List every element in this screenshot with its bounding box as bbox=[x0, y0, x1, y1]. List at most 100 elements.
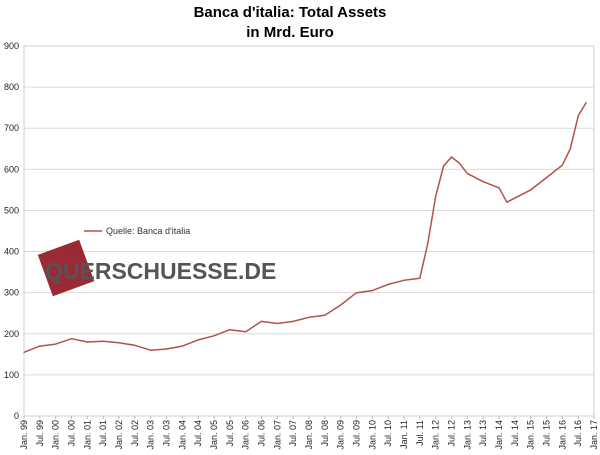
data-point bbox=[498, 187, 500, 189]
x-tick-label: Jan. 08 bbox=[304, 420, 314, 450]
x-tick-label: Jul. 08 bbox=[320, 420, 330, 447]
x-tick-label: Jan. 15 bbox=[526, 420, 536, 450]
data-point bbox=[181, 345, 183, 347]
data-point bbox=[506, 201, 508, 203]
data-point bbox=[387, 283, 389, 285]
data-point bbox=[340, 304, 342, 306]
data-point bbox=[419, 277, 421, 279]
data-point bbox=[577, 115, 579, 117]
data-point bbox=[569, 148, 571, 150]
x-tick-label: Jan. 00 bbox=[51, 420, 61, 450]
x-tick-label: Jan. 14 bbox=[494, 420, 504, 450]
data-point bbox=[427, 242, 429, 244]
x-tick-label: Jul. 16 bbox=[573, 420, 583, 447]
data-point bbox=[530, 189, 532, 191]
data-point bbox=[229, 329, 231, 331]
y-tick-label: 100 bbox=[4, 370, 19, 380]
x-tick-label: Jan. 10 bbox=[367, 420, 377, 450]
x-tick-label: Jul. 04 bbox=[193, 420, 203, 447]
x-tick-label: Jul. 07 bbox=[288, 420, 298, 447]
data-point bbox=[260, 320, 263, 322]
data-point bbox=[134, 344, 136, 346]
x-tick-label: Jan. 02 bbox=[114, 420, 124, 450]
data-point bbox=[308, 316, 310, 318]
x-tick-label: Jan. 11 bbox=[399, 420, 409, 449]
x-tick-label: Jul. 01 bbox=[98, 420, 108, 447]
x-tick-label: Jul. 99 bbox=[35, 420, 45, 447]
x-tick-label: Jul. 05 bbox=[225, 420, 235, 447]
x-tick-label: Jul. 10 bbox=[383, 420, 393, 447]
x-tick-label: Jul. 11 bbox=[415, 420, 425, 446]
data-point bbox=[70, 338, 73, 340]
x-tick-label: Jan. 03 bbox=[146, 420, 156, 450]
data-point bbox=[150, 349, 152, 351]
x-tick-label: Jul. 00 bbox=[67, 420, 77, 447]
x-tick-label: Jul. 03 bbox=[162, 420, 172, 447]
data-point bbox=[371, 290, 373, 292]
series-line bbox=[23, 102, 587, 353]
x-tick-label: Jan. 01 bbox=[82, 420, 92, 450]
x-tick-label: Jan. 05 bbox=[209, 420, 219, 450]
data-point bbox=[118, 342, 120, 344]
data-point bbox=[458, 162, 460, 164]
data-point bbox=[545, 177, 548, 179]
x-tick-label: Jan. 99 bbox=[19, 420, 29, 450]
data-point bbox=[276, 322, 278, 325]
x-tick-label: Jan. 16 bbox=[557, 420, 567, 450]
x-tick-label: Jan. 13 bbox=[462, 420, 472, 450]
x-tick-label: Jan. 12 bbox=[431, 420, 441, 450]
data-point bbox=[292, 320, 294, 322]
data-point bbox=[443, 165, 445, 167]
legend-label: Quelle: Banca d'italia bbox=[106, 226, 190, 236]
data-point bbox=[561, 164, 563, 166]
series-group bbox=[23, 102, 587, 353]
x-tick-label: Jul. 12 bbox=[447, 420, 457, 447]
data-point bbox=[39, 345, 41, 347]
data-point bbox=[324, 314, 326, 316]
watermark: QUERSCHUESSE.DE bbox=[37, 239, 276, 297]
data-point bbox=[245, 331, 247, 333]
data-point bbox=[86, 341, 88, 343]
data-point bbox=[450, 156, 453, 158]
chart-title: Banca d'italia: Total Assets bbox=[194, 4, 387, 21]
y-tick-label: 300 bbox=[4, 288, 19, 298]
x-tick-label: Jul. 02 bbox=[130, 420, 140, 447]
x-tick-label: Jul. 13 bbox=[478, 420, 488, 447]
y-tick-label: 500 bbox=[4, 205, 19, 215]
data-point bbox=[55, 343, 57, 345]
y-tick-label: 800 bbox=[4, 82, 19, 92]
data-point bbox=[466, 172, 468, 174]
y-axis: 0 100 200 300 400 500 600 700 800 900 bbox=[4, 41, 19, 421]
data-point bbox=[197, 339, 199, 341]
plot-frame bbox=[23, 45, 595, 417]
x-tick-label: Jul. 06 bbox=[257, 420, 267, 447]
y-tick-label: 900 bbox=[4, 41, 19, 51]
data-point bbox=[403, 279, 405, 281]
data-point bbox=[514, 197, 516, 199]
x-axis: Jan. 99 Jul. 99 Jan. 00 Jul. 00 Jan. 01 Jul. … bbox=[19, 416, 599, 450]
data-point bbox=[585, 102, 587, 104]
x-tick-label: Jan. 17 bbox=[589, 420, 599, 450]
x-tick-label: Jul. 09 bbox=[352, 420, 362, 447]
watermark-text: QUERSCHUESSE.DE bbox=[45, 258, 276, 284]
data-point bbox=[102, 340, 104, 342]
x-tick-label: Jan. 09 bbox=[336, 420, 346, 450]
y-tick-label: 700 bbox=[4, 123, 19, 133]
data-point bbox=[213, 335, 215, 337]
x-tick-label: Jan. 04 bbox=[177, 420, 187, 450]
y-tick-label: 400 bbox=[4, 247, 19, 257]
data-point bbox=[23, 351, 25, 353]
grid bbox=[24, 86, 594, 376]
watermark-square bbox=[37, 239, 95, 297]
y-tick-label: 0 bbox=[14, 411, 19, 421]
x-tick-label: Jan. 07 bbox=[272, 420, 282, 450]
data-point bbox=[165, 348, 168, 350]
legend: Quelle: Banca d'italia bbox=[84, 226, 190, 236]
x-tick-label: Jul. 15 bbox=[542, 420, 552, 447]
data-point bbox=[482, 181, 484, 183]
data-point bbox=[435, 195, 437, 197]
y-tick-label: 600 bbox=[4, 164, 19, 174]
y-tick-label: 200 bbox=[4, 329, 19, 339]
x-tick-label: Jul. 14 bbox=[510, 420, 520, 447]
